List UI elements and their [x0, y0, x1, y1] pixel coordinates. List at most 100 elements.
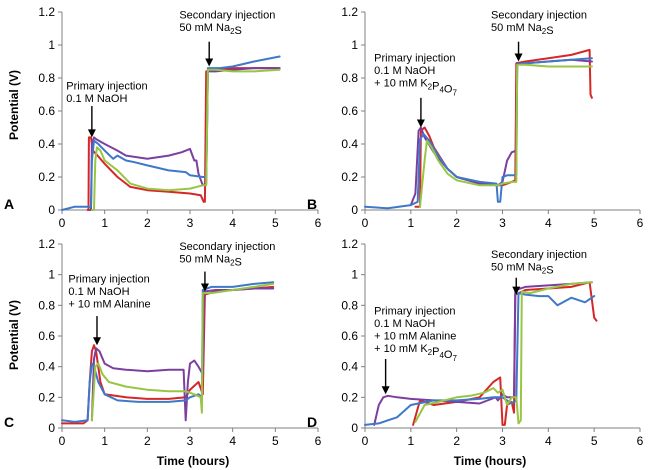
y-tick-label: 0.8 [38, 298, 55, 312]
y-axis-labels: Potential (V) Potential (V) [7, 70, 21, 370]
annotation-text: + 10 mM K2P4O7 [374, 78, 457, 98]
x-tick-label: 4 [229, 434, 236, 448]
annotation-text: Secondary injection [179, 10, 275, 22]
x-tick-label: 1 [101, 434, 108, 448]
y-tick-label: 0.2 [38, 170, 55, 184]
x-axis-labels: Time (hours) Time (hours) [157, 454, 526, 468]
y-tick-label: 0.8 [38, 71, 55, 85]
annotation-text: + 10 mM Alanine [68, 298, 150, 310]
annotation-text: + 10 mM Alanine [374, 331, 456, 343]
x-tick-label: 4 [545, 216, 552, 230]
panel-c: 0 1 2 3 4 5 6 0 0.2 0.4 0.6 0.8 1 1.2 Primary injectio… [4, 237, 322, 448]
x-tick-label: 5 [272, 216, 279, 230]
y-tick-label: 0.4 [38, 137, 55, 151]
series-line-green [419, 63, 593, 208]
x-axis-label-right: Time (hours) [454, 454, 526, 468]
annotation-arrowhead [381, 386, 390, 395]
x-tick-label: 2 [453, 216, 460, 230]
y-axis-label-bottom: Potential (V) [7, 300, 21, 370]
y-tick-label: 1.2 [341, 5, 358, 19]
annotation-text: Secondary injection [491, 10, 587, 22]
x-tick-label: 6 [637, 216, 644, 230]
annotation-text: + 10 mM K2P4O7 [374, 343, 457, 363]
y-tick-label: 1.2 [38, 237, 55, 251]
x-tick-label: 3 [187, 216, 194, 230]
panel-a: 0 1 2 3 4 5 6 0 0.2 0.4 0.6 0.8 1 1.2 Primary injectio… [4, 5, 322, 230]
y-tick-label: 0 [48, 203, 55, 217]
x-tick-label: 4 [229, 216, 236, 230]
annotation-text: Primary injection [68, 273, 149, 285]
x-tick-label: 0 [362, 216, 369, 230]
x-tick-label: 3 [499, 434, 506, 448]
series-line-purple [88, 67, 281, 211]
panel-b: 0 1 2 3 4 5 6 0 0.2 0.4 0.6 0.8 1 1.2 Primary injectio… [307, 5, 644, 230]
annotation-text: 50 mM Na2S [491, 22, 554, 37]
y-tick-label: 1.2 [38, 5, 55, 19]
y-tick-label: 1 [48, 268, 55, 282]
x-tick-label: 6 [315, 216, 322, 230]
x-tick-label: 6 [637, 434, 644, 448]
annotation-arrowhead [416, 119, 425, 128]
x-tick-label: 2 [453, 434, 460, 448]
y-tick-label: 1 [48, 38, 55, 52]
x-tick-label: 2 [144, 434, 151, 448]
y-tick-label: 0 [351, 203, 358, 217]
series-line-green [90, 68, 281, 211]
y-tick-label: 0.4 [38, 360, 55, 374]
annotation-text: 0.1 M NaOH [66, 93, 127, 105]
y-tick-label: 0.2 [341, 390, 358, 404]
y-tick-label: 0.2 [341, 170, 358, 184]
y-tick-label: 1 [351, 38, 358, 52]
panel-d: 0 1 2 3 4 5 6 0 0.2 0.4 0.6 0.8 1 1.2 Primary injectio… [307, 237, 644, 448]
annotation-arrowhead [514, 53, 523, 62]
y-tick-label: 1 [351, 268, 358, 282]
y-tick-label: 0.8 [341, 71, 358, 85]
y-tick-label: 0.6 [341, 104, 358, 118]
x-tick-label: 1 [407, 216, 414, 230]
x-tick-label: 4 [545, 434, 552, 448]
annotation-text: Secondary injection [491, 249, 587, 261]
panel-label: A [4, 196, 14, 212]
annotation-text: Secondary injection [179, 241, 275, 253]
annotation-text: 50 mM Na2S [179, 22, 242, 37]
x-tick-label: 3 [499, 216, 506, 230]
annotation-arrowhead [200, 283, 209, 292]
series-line-green [90, 282, 275, 422]
y-tick-label: 0 [351, 421, 358, 435]
annotation-text: 50 mM Na2S [179, 254, 242, 269]
series-line-green [414, 281, 593, 425]
x-tick-label: 0 [59, 434, 66, 448]
x-axis-label-left: Time (hours) [157, 454, 229, 468]
annotation-arrowhead [87, 129, 96, 138]
x-tick-label: 6 [315, 434, 322, 448]
y-tick-label: 0.8 [341, 298, 358, 312]
x-tick-label: 1 [407, 434, 414, 448]
annotation-text: 0.1 M NaOH [68, 286, 129, 298]
panel-label: B [307, 196, 317, 212]
annotation-text: 50 mM Na2S [491, 261, 554, 276]
annotation-arrowhead [92, 337, 101, 346]
y-tick-label: 1.2 [341, 237, 358, 251]
panel-label: C [4, 414, 14, 430]
annotation-text: Primary injection [66, 81, 147, 93]
series-line-purple [90, 287, 275, 422]
y-tick-label: 0 [48, 421, 55, 435]
y-tick-label: 0.4 [341, 360, 358, 374]
annotation-text: 0.1 M NaOH [374, 318, 435, 330]
annotation-text: 0.1 M NaOH [374, 65, 435, 77]
y-tick-label: 0.6 [341, 329, 358, 343]
x-tick-label: 1 [101, 216, 108, 230]
x-tick-label: 5 [591, 434, 598, 448]
x-tick-label: 0 [362, 434, 369, 448]
series-line-blue [61, 281, 275, 423]
y-tick-label: 0.6 [38, 104, 55, 118]
x-tick-label: 0 [59, 216, 66, 230]
y-axis-label-top: Potential (V) [7, 70, 21, 140]
x-tick-label: 5 [272, 434, 279, 448]
y-tick-label: 0.4 [341, 137, 358, 151]
x-tick-label: 2 [144, 216, 151, 230]
y-tick-label: 0.6 [38, 329, 55, 343]
y-tick-label: 0.2 [38, 390, 55, 404]
annotation-arrowhead [205, 58, 214, 67]
